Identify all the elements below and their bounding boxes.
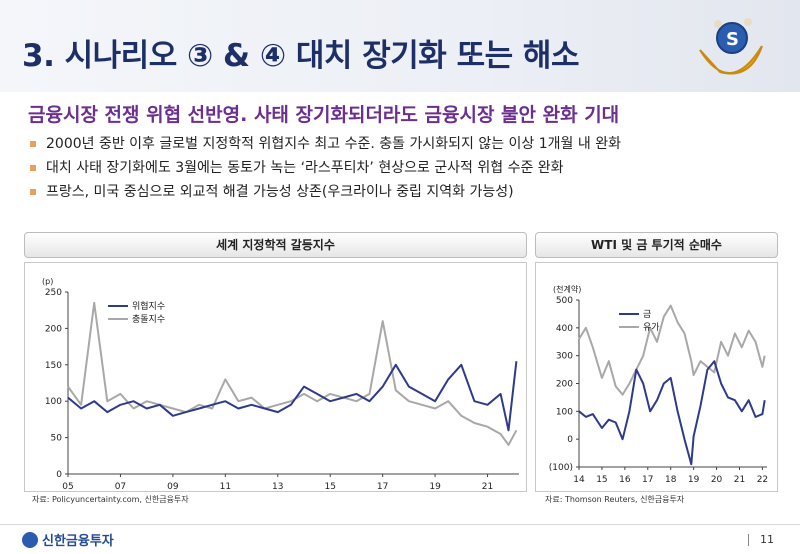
chart2-source: 자료: Thomson Reuters, 신한금융투자 xyxy=(545,495,685,504)
footer-divider xyxy=(0,524,800,525)
footer-logo: 신한금융투자 xyxy=(22,530,114,549)
x-tick-label: 19 xyxy=(688,475,700,485)
x-tick-label: 15 xyxy=(596,475,607,485)
y-tick-label: 0 xyxy=(56,470,62,480)
x-tick-label: 14 xyxy=(573,475,585,485)
series-line-1 xyxy=(578,304,766,396)
coin-character-icon: S xyxy=(699,18,763,75)
svg-text:S: S xyxy=(726,29,739,50)
page-number: 11 xyxy=(760,533,774,546)
bullet-item: 프랑스, 미국 중심으로 외교적 해결 가능성 상존(우크라이나 중립 지역화 … xyxy=(30,180,780,204)
chart-geopolitical-index: (p) 0 50 100 150 200 250 05 07 09 11 13 15 17 19 21 위협지수… xyxy=(24,262,527,492)
x-tick-label: 15 xyxy=(324,482,335,492)
page-title: 3. 시나리오 ③ & ④ 대치 장기화 또는 해소 xyxy=(22,38,579,74)
y-tick-label: 500 xyxy=(556,296,573,306)
y-tick-label: 300 xyxy=(556,352,573,362)
legend-label: 유가 xyxy=(643,322,660,333)
chart1-title: 세계 지정학적 갈등지수 xyxy=(24,232,527,258)
series-line-1 xyxy=(67,301,518,446)
x-tick-label: 07 xyxy=(115,482,126,492)
y-tick-label: 150 xyxy=(45,361,62,371)
series-line-0 xyxy=(578,360,766,466)
y-tick-label: 100 xyxy=(556,407,573,417)
chart-wti-gold-positions: (천계약) (100) 0 100 200 300 400 500 14 15 16 17 18 19 20… xyxy=(535,262,778,492)
x-tick-label: 17 xyxy=(642,475,653,485)
y-tick-label: 0 xyxy=(567,435,573,445)
y-tick-label: 200 xyxy=(45,324,62,334)
chart-frame xyxy=(535,262,778,492)
x-tick-label: 05 xyxy=(62,482,73,492)
chart-frame xyxy=(24,262,527,492)
x-tick-label: 13 xyxy=(272,482,283,492)
x-tick-label: 19 xyxy=(429,482,441,492)
brand-mark-icon xyxy=(22,532,38,548)
header-band xyxy=(0,0,800,92)
chart1-source: 자료: Policyuncertainty.com, 신한금융투자 xyxy=(32,495,189,504)
y-tick-label: (100) xyxy=(549,463,573,473)
y-tick-label: 100 xyxy=(45,397,62,407)
footer-company: 신한금융투자 xyxy=(42,534,114,549)
y-unit-label: (천계약) xyxy=(553,284,581,294)
headline: 금융시장 전쟁 위협 선반영. 사태 장기화되더라도 금융시장 불안 완화 기대 xyxy=(28,104,620,126)
y-tick-label: 250 xyxy=(45,288,62,298)
y-tick-label: 400 xyxy=(556,324,573,334)
x-tick-label: 09 xyxy=(167,482,179,492)
page-separator xyxy=(748,534,749,546)
legend-label: 금 xyxy=(643,309,651,320)
x-tick-label: 17 xyxy=(377,482,388,492)
y-tick-label: 200 xyxy=(556,380,573,390)
chart2-title: WTI 및 금 투기적 순매수 xyxy=(535,232,778,258)
x-tick-label: 20 xyxy=(711,475,723,485)
bullet-item: 2000년 중반 이후 글로벌 지정학적 위협지수 최고 수준. 충돌 가시화되… xyxy=(30,132,780,156)
legend-label: 충돌지수 xyxy=(132,314,165,325)
series-line-0 xyxy=(67,361,518,432)
y-tick-label: 50 xyxy=(51,434,63,444)
bullet-list: 2000년 중반 이후 글로벌 지정학적 위협지수 최고 수준. 충돌 가시화되… xyxy=(30,132,780,204)
x-tick-label: 18 xyxy=(665,475,677,485)
y-unit-label: (p) xyxy=(42,277,53,286)
header: 3. 시나리오 ③ & ④ 대치 장기화 또는 해소 S xyxy=(0,0,800,92)
x-tick-label: 21 xyxy=(482,482,493,492)
x-tick-label: 11 xyxy=(220,482,231,492)
x-tick-label: 16 xyxy=(619,475,631,485)
x-tick-label: 21 xyxy=(734,475,745,485)
x-tick-label: 22 xyxy=(757,475,768,485)
bullet-item: 대치 사태 장기화에도 3월에는 동토가 녹는 ‘라스푸티차’ 현상으로 군사적… xyxy=(30,156,780,180)
legend-label: 위협지수 xyxy=(132,300,165,312)
